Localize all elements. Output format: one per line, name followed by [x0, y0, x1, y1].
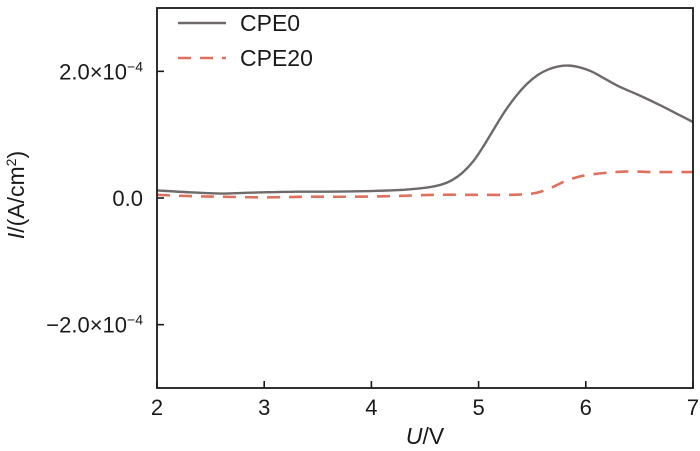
x-tick-label: 7: [687, 395, 699, 420]
series-layer: [156, 64, 694, 199]
x-axis-label: U/V: [406, 423, 445, 449]
x-tick-label: 6: [580, 395, 592, 420]
y-tick-label: 0.0: [112, 186, 143, 211]
plot-frame: [156, 7, 694, 389]
ticks-layer: 2 3 4 5 6 7 −2.0×10−4 0.0 2.0×10−4: [46, 58, 699, 420]
x-tick-label: 2: [151, 395, 163, 420]
series-line-cpe0: [156, 64, 694, 195]
legend-label-cpe20: CPE20: [240, 45, 313, 71]
y-tick-label: −2.0×10−4: [46, 312, 143, 338]
x-tick-label: 3: [258, 395, 270, 420]
legend: CPE0 CPE20: [178, 10, 313, 71]
y-axis-label: I/(A/cm2): [3, 151, 29, 239]
y-tick-label: 2.0×10−4: [59, 58, 143, 84]
series-line-cpe20: [156, 170, 693, 199]
x-tick-label: 5: [472, 395, 484, 420]
x-tick-label: 4: [365, 395, 377, 420]
legend-label-cpe0: CPE0: [240, 10, 300, 36]
